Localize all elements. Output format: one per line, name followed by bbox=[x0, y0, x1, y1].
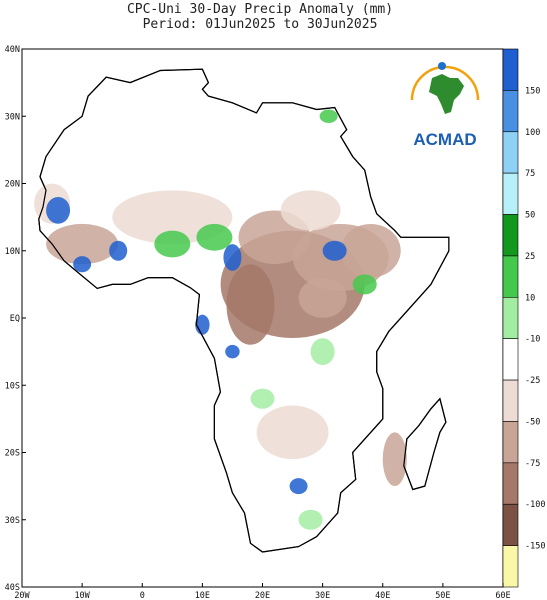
anomaly-patch bbox=[310, 338, 335, 366]
x-tick-label: 40E bbox=[375, 591, 390, 600]
colorbar-label: -10 bbox=[525, 335, 540, 345]
anomaly-patch bbox=[73, 256, 92, 273]
title: CPC-Uni 30-Day Precip Anomaly (mm) bbox=[127, 2, 393, 17]
x-tick-label: 10W bbox=[74, 591, 90, 600]
anomaly-patch bbox=[340, 223, 401, 278]
logo-text: ACMAD bbox=[413, 130, 476, 149]
colorbar-label: -50 bbox=[525, 417, 540, 427]
anomaly-patch bbox=[46, 197, 71, 224]
madagascar-outline bbox=[403, 397, 447, 491]
colorbar-label: -75 bbox=[525, 459, 540, 469]
y-tick-label: 20N bbox=[5, 180, 20, 190]
colorbar: 150 100 75 50 25 10 -10 -25 -50 -75 -100 -150 bbox=[502, 48, 545, 588]
colorbar-bin bbox=[502, 338, 519, 381]
colorbar-label: 50 bbox=[525, 211, 535, 221]
logo: ACMAD bbox=[410, 62, 480, 149]
y-tick-label: 20S bbox=[5, 449, 20, 459]
colorbar-label: 150 bbox=[525, 86, 540, 96]
africa-outline bbox=[38, 68, 450, 553]
colorbar-label: -150 bbox=[525, 542, 545, 552]
colorbar-label: -100 bbox=[525, 500, 545, 510]
anomaly-patch bbox=[322, 240, 347, 261]
anomaly-patch bbox=[154, 230, 191, 258]
x-tick-label: 0 bbox=[140, 591, 145, 600]
colorbar-label: 10 bbox=[525, 293, 535, 303]
y-tick-label: 40S bbox=[5, 583, 20, 593]
y-tick-label: 30N bbox=[5, 112, 20, 122]
anomaly-patch bbox=[223, 244, 242, 271]
x-tick-label: 10E bbox=[195, 591, 210, 600]
colorbar-bin bbox=[502, 214, 519, 257]
anomaly-patch bbox=[196, 223, 233, 251]
colorbar-label: 75 bbox=[525, 169, 535, 179]
map-land bbox=[34, 68, 450, 553]
subtitle: Period: 01Jun2025 to 30Jun2025 bbox=[143, 17, 378, 32]
x-tick-label: 50E bbox=[435, 591, 450, 600]
x-tick-label: 20E bbox=[255, 591, 270, 600]
colorbar-bin bbox=[502, 421, 519, 464]
colorbar-bin bbox=[502, 462, 519, 505]
colorbar-bin bbox=[502, 48, 519, 91]
y-tick-label: 30S bbox=[5, 516, 20, 526]
colorbar-bin bbox=[502, 297, 519, 339]
anomaly-patch bbox=[319, 109, 338, 123]
x-tick-label: 60E bbox=[495, 591, 510, 600]
colorbar-bin bbox=[502, 255, 519, 298]
anomaly-patch bbox=[352, 274, 377, 295]
anomaly-patch bbox=[289, 478, 308, 495]
colorbar-label: 25 bbox=[525, 252, 535, 262]
x-tick-label: 20W bbox=[14, 591, 30, 600]
anomaly-patch bbox=[256, 405, 329, 460]
anomaly-patch bbox=[298, 509, 323, 530]
y-tick-label: EQ bbox=[10, 314, 20, 324]
colorbar-label: -25 bbox=[525, 376, 540, 386]
colorbar-bin bbox=[502, 379, 519, 422]
colorbar-label: 100 bbox=[525, 128, 540, 138]
colorbar-bin bbox=[502, 131, 519, 174]
anomaly-patch bbox=[250, 388, 275, 409]
y-tick-label: 10S bbox=[5, 381, 20, 391]
colorbar-bin bbox=[502, 503, 519, 546]
anomaly-patch bbox=[109, 240, 128, 261]
colorbar-bin bbox=[502, 545, 519, 588]
y-tick-label: 40N bbox=[5, 45, 20, 55]
colorbar-bin bbox=[502, 90, 519, 133]
anomaly-patch bbox=[226, 264, 275, 345]
anomaly-patch bbox=[225, 344, 240, 359]
x-tick-label: 30E bbox=[315, 591, 330, 600]
colorbar-bin bbox=[502, 172, 519, 215]
y-tick-label: 10N bbox=[5, 247, 20, 257]
anomaly-patch bbox=[46, 223, 119, 265]
anomaly-patch bbox=[298, 277, 347, 318]
anomaly-patch bbox=[382, 432, 407, 487]
anomaly-patch bbox=[280, 190, 341, 231]
